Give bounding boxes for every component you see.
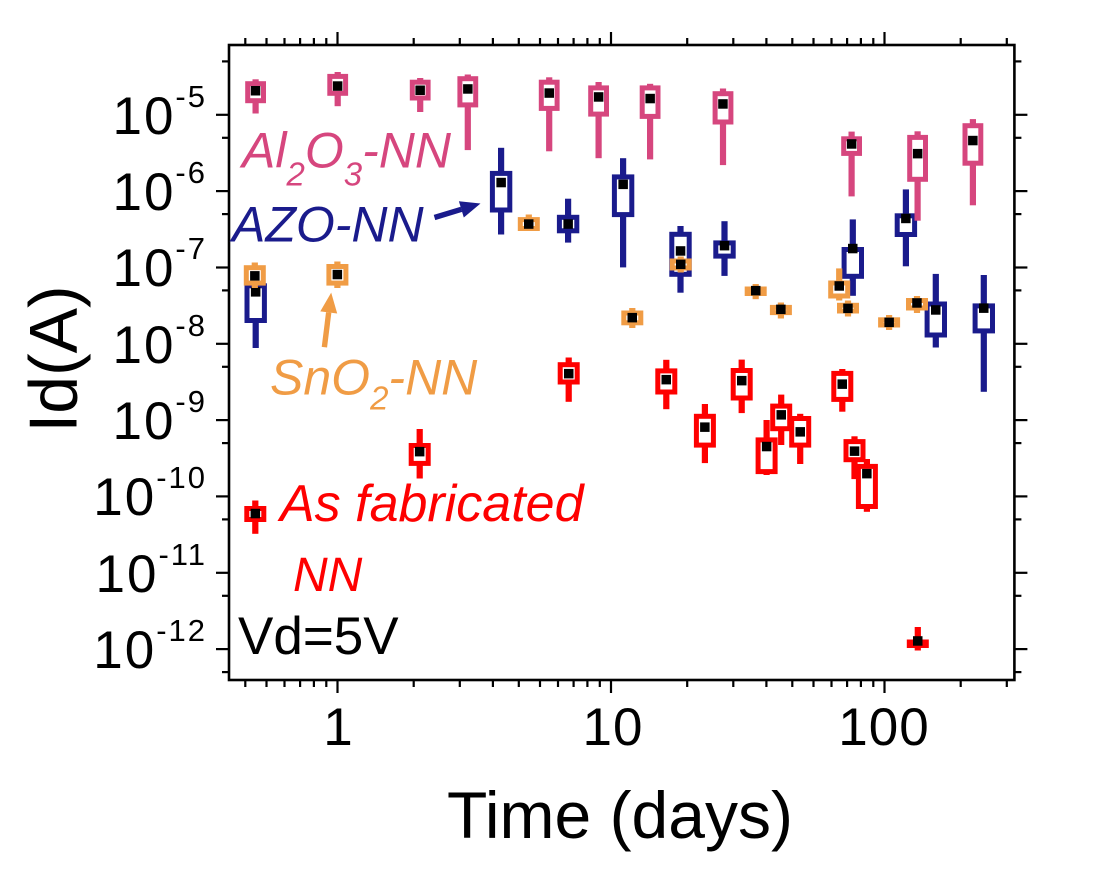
svg-text:Time (days): Time (days) <box>447 778 793 852</box>
svg-text:NN: NN <box>293 549 363 602</box>
svg-text:10-6: 10-6 <box>112 155 207 222</box>
svg-text:1: 1 <box>323 698 352 757</box>
svg-text:As fabricated: As fabricated <box>277 475 586 533</box>
svg-text:Vd=5V: Vd=5V <box>238 607 399 666</box>
svg-text:Id(A): Id(A) <box>16 285 92 432</box>
svg-text:10-10: 10-10 <box>93 460 207 527</box>
svg-text:AZO-NN: AZO-NN <box>229 197 425 253</box>
svg-text:10-11: 10-11 <box>96 537 207 604</box>
svg-text:10: 10 <box>583 698 644 757</box>
svg-text:10-7: 10-7 <box>112 231 207 298</box>
svg-text:100: 100 <box>838 698 929 757</box>
